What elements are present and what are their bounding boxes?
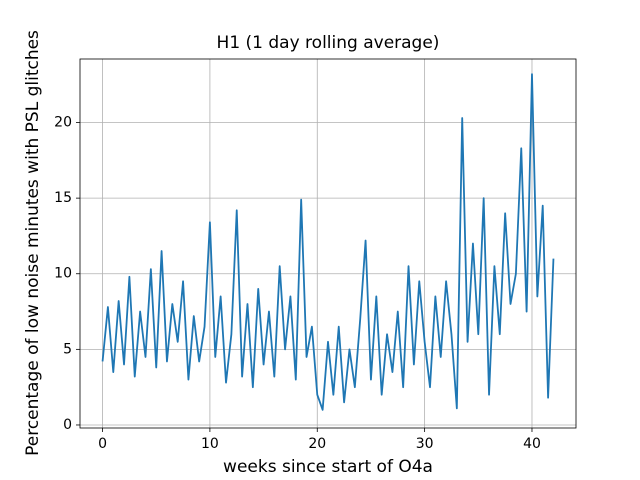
x-tick-label: 40 xyxy=(523,436,541,452)
data-line xyxy=(101,73,555,411)
axes-frame xyxy=(79,58,577,429)
y-axis-label: Percentage of low noise minutes with PSL… xyxy=(23,30,43,456)
y-tick-label: 20 xyxy=(54,115,72,131)
plot-area xyxy=(101,73,555,411)
chart-title: H1 (1 day rolling average) xyxy=(217,33,440,53)
x-axis-label: weeks since start of O4a xyxy=(223,457,433,477)
y-tick-label: 0 xyxy=(63,417,72,433)
x-tick-label: 20 xyxy=(308,436,326,452)
x-tick-label: 0 xyxy=(98,436,107,452)
grid xyxy=(80,59,576,428)
x-tick-label: 30 xyxy=(416,436,434,452)
y-tick-label: 10 xyxy=(54,266,72,282)
y-tick-label: 15 xyxy=(54,190,72,206)
y-tick-label: 5 xyxy=(63,341,72,357)
x-tick-label: 10 xyxy=(201,436,219,452)
